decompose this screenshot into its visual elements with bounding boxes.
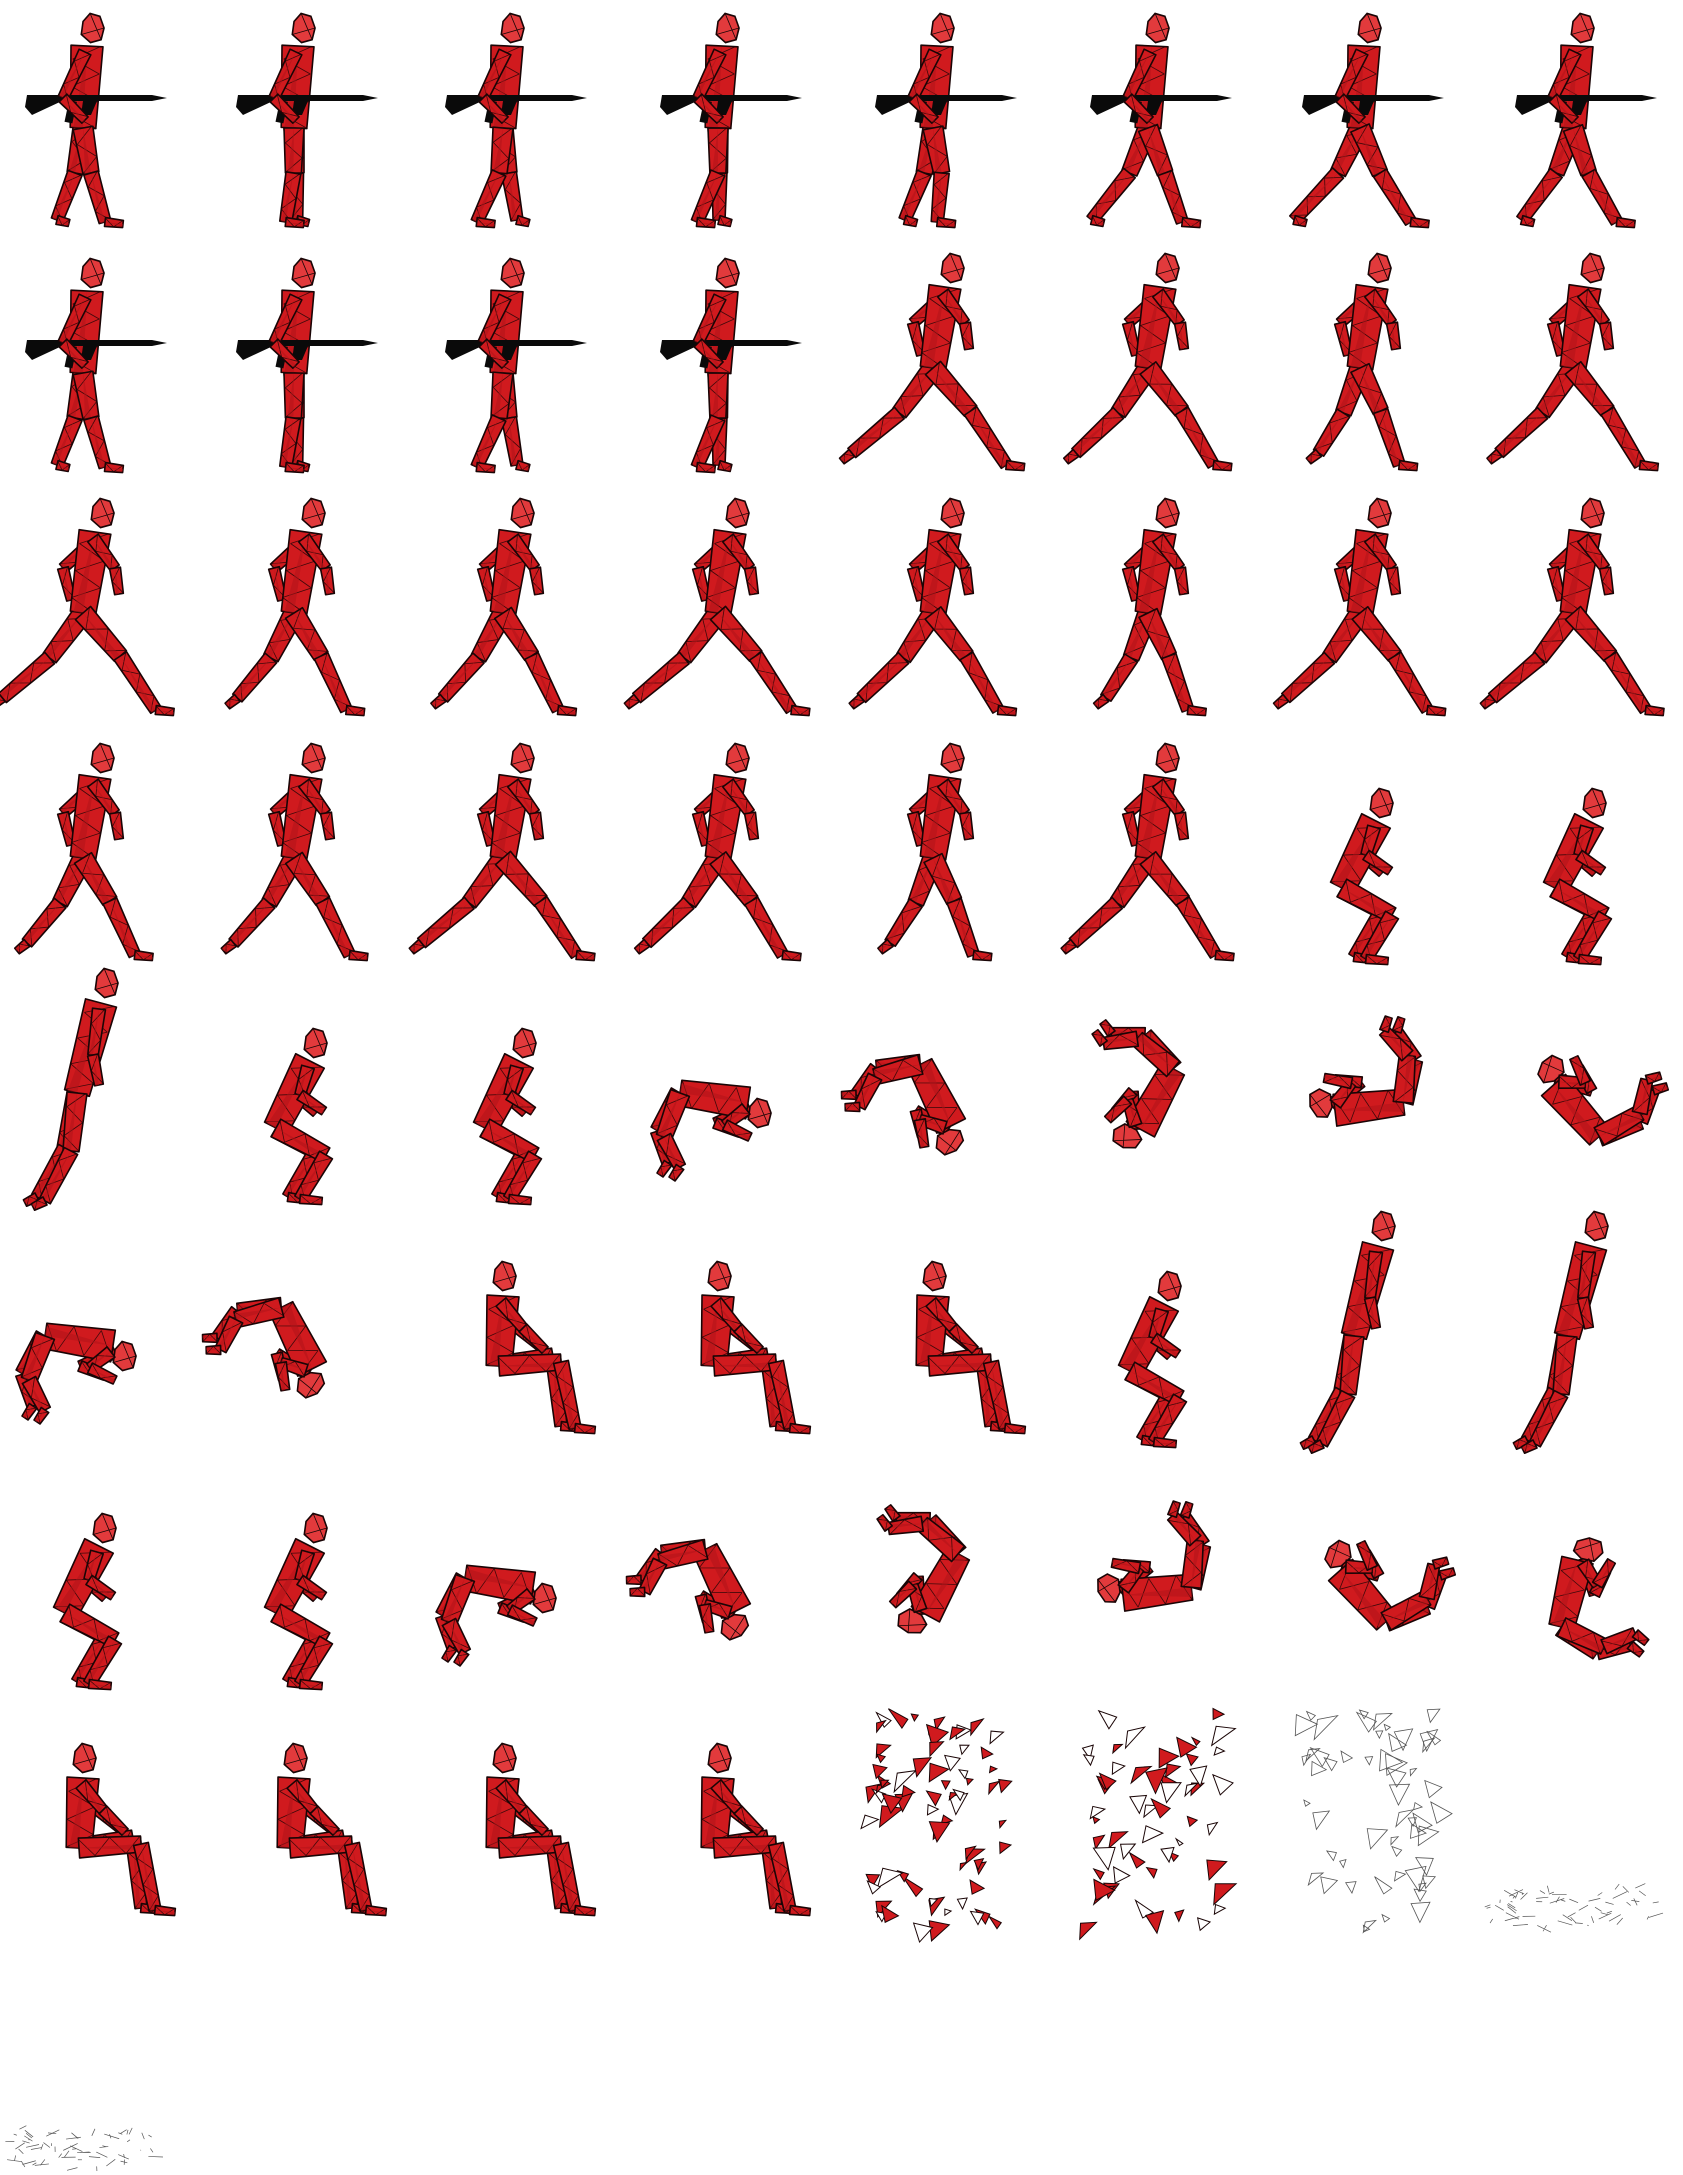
- sprite-frame-14: [1062, 252, 1233, 472]
- sprite-frame-53: [876, 1504, 971, 1634]
- sprite-frame-28: [633, 742, 802, 962]
- sprite-frame-18: [224, 497, 366, 717]
- sprite-frame-52: [625, 1538, 752, 1641]
- sprite-frame-15: [1305, 252, 1419, 472]
- sprite-frame-42: [201, 1296, 328, 1399]
- sprite-frame-39: [1309, 1015, 1424, 1127]
- sprite-frame-19: [430, 497, 578, 717]
- sprite-frame-1: [25, 12, 167, 229]
- sprite-frame-45: [915, 1260, 1027, 1435]
- sprite-frame-7: [1288, 12, 1444, 229]
- sprite-frame-49: [52, 1512, 123, 1691]
- sprite-frame-57: [65, 1742, 177, 1917]
- sprite-frame-8: [1515, 12, 1657, 229]
- sprite-frame-47: [1299, 1210, 1396, 1455]
- sprite-frame-60: [700, 1742, 812, 1917]
- sprite-frame-37: [840, 1053, 967, 1156]
- sprite-frame-24: [1479, 497, 1665, 717]
- sprite-frame-46: [1117, 1270, 1188, 1449]
- sprite-frame-61: [860, 1708, 1013, 1944]
- sprite-frame-44: [700, 1260, 812, 1435]
- sprite-frame-33: [22, 967, 119, 1212]
- sprite-frame-36: [650, 1079, 772, 1182]
- sprite-frame-63: [1294, 1708, 1453, 1934]
- sprite-frame-56: [1548, 1537, 1650, 1661]
- sprite-frame-35: [472, 1027, 543, 1206]
- sprite-frame-48: [1512, 1210, 1609, 1455]
- sprite-frame-58: [276, 1742, 388, 1917]
- sprite-frame-6: [1086, 12, 1232, 229]
- sprite-frame-41: [15, 1322, 137, 1425]
- sprite-frame-23: [1272, 497, 1447, 717]
- sprite-frame-34: [263, 1027, 334, 1206]
- sprite-frame-29: [877, 742, 993, 962]
- sprite-frame-3: [445, 12, 587, 229]
- sprite-frame-25: [13, 742, 154, 962]
- sprite-frame-27: [408, 742, 596, 962]
- sprite-frame-31: [1329, 787, 1400, 966]
- sprite-frame-12: [660, 257, 802, 474]
- sprite-frame-17: [0, 497, 175, 717]
- sprite-frame-2: [236, 12, 378, 229]
- sprite-frame-51: [435, 1564, 557, 1667]
- sprite-frame-65: [5, 2125, 163, 2172]
- sprite-frame-4: [660, 12, 802, 229]
- sprite-frame-11: [445, 257, 587, 474]
- sprite-frame-10: [236, 257, 378, 474]
- sprite-frame-9: [25, 257, 167, 474]
- sprite-frame-13: [838, 252, 1026, 472]
- sprite-frame-50: [263, 1512, 334, 1691]
- sprite-frame-16: [1486, 252, 1660, 472]
- sprite-frame-20: [623, 497, 811, 717]
- sprite-frame-38: [1091, 1019, 1186, 1149]
- sprite-frame-26: [220, 742, 369, 962]
- sprite-frame-30: [1060, 742, 1235, 962]
- sprite-frame-59: [485, 1742, 597, 1917]
- sprite-frame-43: [485, 1260, 597, 1435]
- sprite-frame-32: [1542, 787, 1613, 966]
- sprite-frame-62: [1079, 1707, 1238, 1941]
- sprite-frame-5: [875, 12, 1017, 229]
- sprite-frame-55: [1324, 1539, 1457, 1632]
- sprite-frame-22: [1092, 497, 1208, 717]
- sprite-frame-40: [1537, 1054, 1670, 1147]
- sprite-frame-64: [1484, 1883, 1664, 1933]
- sprite-frame-21: [848, 497, 1018, 717]
- sprite-frame-54: [1097, 1500, 1212, 1612]
